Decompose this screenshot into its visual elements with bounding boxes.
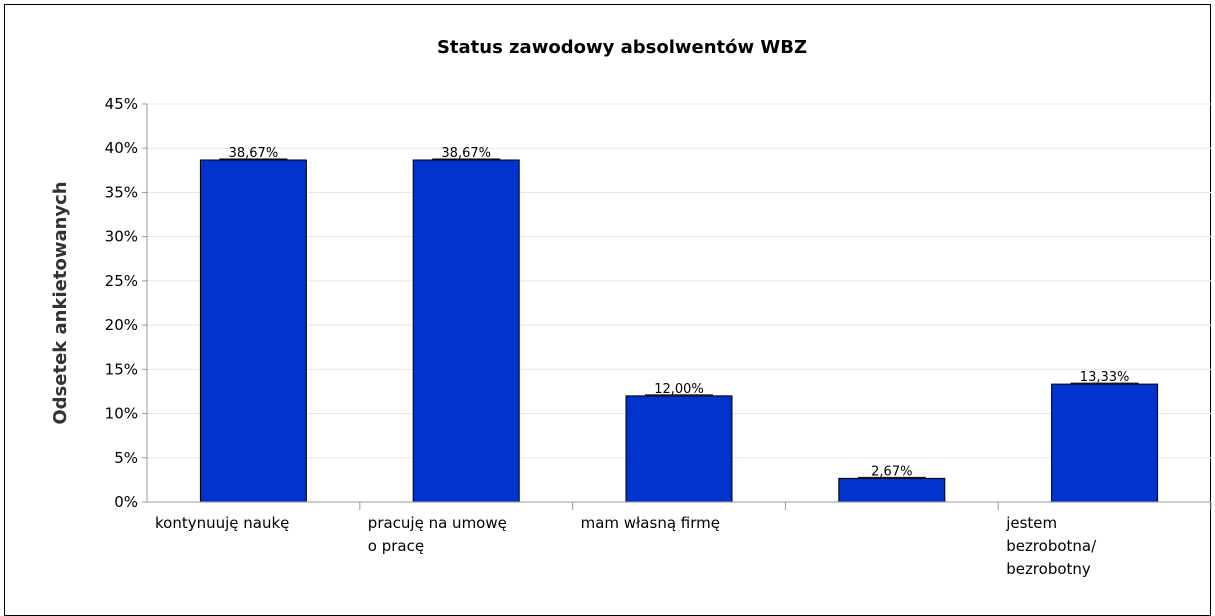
x-category-label: kontynuuję naukę <box>155 514 289 532</box>
y-axis-label: Odsetek ankietowanych <box>50 181 71 424</box>
y-tick-label: 25% <box>105 272 138 290</box>
data-label: 38,67% <box>229 146 279 161</box>
data-label: 12,00% <box>654 382 704 397</box>
x-category-label: jestem <box>1005 514 1057 532</box>
bar <box>199 159 307 503</box>
bar <box>625 395 733 503</box>
y-tick-label: 40% <box>105 139 138 157</box>
data-label: 2,67% <box>871 464 912 479</box>
x-category-label: bezrobotna/ <box>1006 537 1097 555</box>
bar <box>838 477 946 503</box>
data-label: 38,67% <box>441 146 491 161</box>
axes <box>142 103 1212 510</box>
x-category-label: o pracę <box>368 537 424 555</box>
y-tick-label: 30% <box>105 228 138 246</box>
y-tick-label: 10% <box>105 405 138 423</box>
y-tick-label: 0% <box>114 493 138 511</box>
gridlines <box>147 103 1211 459</box>
bar <box>1051 383 1159 503</box>
data-label: 13,33% <box>1080 370 1130 385</box>
x-category-label: pracuję na umowę <box>368 514 507 532</box>
chart-title: Status zawodowy absolwentów WBZ <box>437 37 807 58</box>
y-tick-label: 15% <box>105 360 138 378</box>
labels: 0% 5% 10% 15% 20% 25% 30% 35% 40% 45% 38,67% kontyn… <box>105 95 1139 578</box>
x-category-label: bezrobotny <box>1006 560 1091 578</box>
bars <box>199 159 1159 503</box>
bar <box>412 159 520 503</box>
y-tick-label: 35% <box>105 183 138 201</box>
y-tick-label: 20% <box>105 316 138 334</box>
x-category-label: mam własną firmę <box>581 514 720 532</box>
y-tick-label: 5% <box>114 449 138 467</box>
y-tick-label: 45% <box>105 95 138 113</box>
